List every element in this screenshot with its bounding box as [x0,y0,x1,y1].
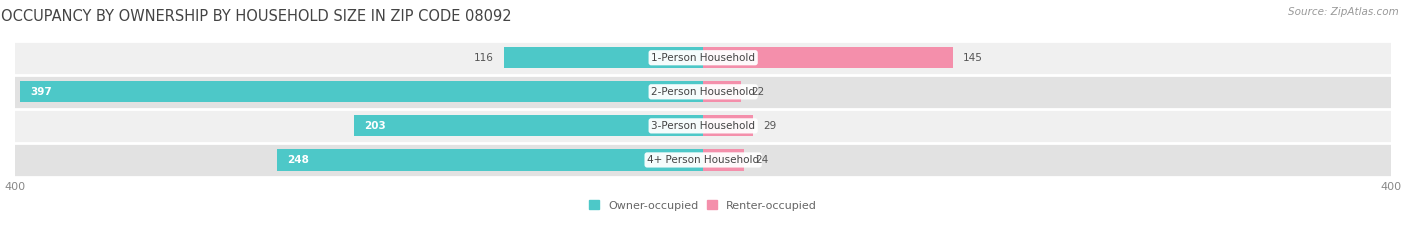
Text: 203: 203 [364,121,387,131]
Text: 116: 116 [474,53,494,63]
Bar [503,47,703,68]
Text: 397: 397 [31,87,52,97]
Bar [15,75,1392,109]
Bar [15,109,1392,143]
Text: 24: 24 [755,155,768,165]
Text: 1-Person Household: 1-Person Household [651,53,755,63]
Text: 2-Person Household: 2-Person Household [651,87,755,97]
Text: 145: 145 [963,53,983,63]
Text: 248: 248 [287,155,309,165]
Legend: Owner-occupied, Renter-occupied: Owner-occupied, Renter-occupied [585,196,821,215]
Bar [15,143,1392,177]
Text: OCCUPANCY BY OWNERSHIP BY HOUSEHOLD SIZE IN ZIP CODE 08092: OCCUPANCY BY OWNERSHIP BY HOUSEHOLD SIZE… [1,9,512,24]
Bar [15,41,1392,75]
Text: 4+ Person Household: 4+ Person Household [647,155,759,165]
Bar [277,149,703,171]
Bar [354,115,703,137]
Text: 29: 29 [763,121,776,131]
Bar [703,115,754,137]
Text: Source: ZipAtlas.com: Source: ZipAtlas.com [1288,7,1399,17]
Text: 3-Person Household: 3-Person Household [651,121,755,131]
Bar [703,149,744,171]
Bar [703,81,741,102]
Bar [20,81,703,102]
Bar [703,47,953,68]
Text: 22: 22 [751,87,765,97]
